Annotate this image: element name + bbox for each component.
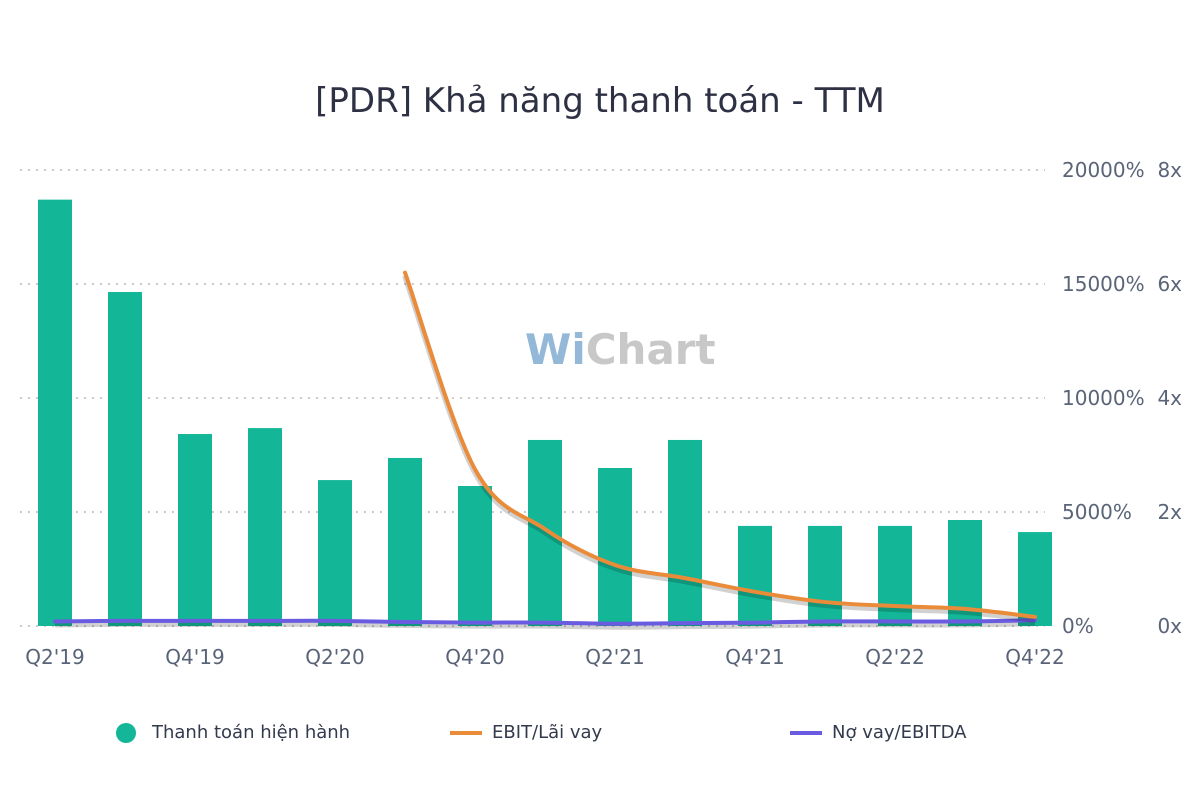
legend-item-debt-ebitda[interactable]: Nợ vay/EBITDA [790, 722, 966, 743]
bar-Q3'19 [108, 291, 142, 626]
legend-label: EBIT/Lãi vay [492, 722, 603, 743]
y-left-tick-label: 15000% [1062, 272, 1145, 296]
x-tick-label: Q4'19 [165, 645, 224, 669]
y-left-tick-label: 10000% [1062, 386, 1145, 410]
x-tick-label: Q2'19 [25, 645, 84, 669]
watermark: WiChart [525, 325, 716, 374]
bar-Q3'21 [668, 439, 702, 626]
legend-item-ebit-interest[interactable]: EBIT/Lãi vay [450, 722, 602, 743]
y-left-tick-label: 20000% [1062, 158, 1145, 182]
legend-line-icon [790, 730, 822, 735]
series-line-debt-ebitda-shadow [54, 620, 1036, 630]
y-right-tick-label: 4x [1157, 386, 1182, 410]
legend-item-current-ratio[interactable]: Thanh toán hiện hành [116, 722, 350, 743]
bar-Q1'20 [248, 428, 282, 626]
series-line-ebit-interest-shadow [402, 274, 1036, 623]
y-right-tick-label: 2x [1157, 500, 1182, 524]
legend-line-icon [450, 730, 482, 735]
x-tick-label: Q2'21 [585, 645, 644, 669]
x-tick-label: Q2'22 [865, 645, 924, 669]
x-tick-label: Q4'20 [445, 645, 504, 669]
legend-label: Nợ vay/EBITDA [832, 722, 967, 743]
bar-Q2'21 [598, 467, 632, 626]
y-right-tick-label: 6x [1157, 272, 1182, 296]
bar-Q2'20 [318, 480, 352, 626]
bar-Q4'19 [178, 434, 212, 626]
bar-Q3'20 [388, 457, 422, 626]
bar-Q1'22 [808, 525, 842, 626]
bar-Q4'22 [1018, 532, 1052, 626]
legend-label: Thanh toán hiện hành [152, 722, 351, 743]
bar-Q2'22 [878, 525, 912, 626]
bar-Q4'20 [458, 486, 492, 626]
y-right-tick-label: 0x [1157, 614, 1182, 638]
series-line-ebit-interest [403, 270, 1037, 619]
y-left-tick-label: 5000% [1062, 500, 1132, 524]
legend-dot-icon [116, 722, 136, 743]
x-tick-label: Q2'20 [305, 645, 364, 669]
y-left-tick-label: 0% [1062, 614, 1094, 638]
bar-Q2'19 [38, 199, 72, 626]
x-tick-label: Q4'22 [1005, 645, 1064, 669]
x-tick-label: Q4'21 [725, 645, 784, 669]
bar-Q1'21 [528, 439, 562, 626]
bar-Q4'21 [738, 525, 772, 626]
y-right-tick-label: 8x [1157, 158, 1182, 182]
chart-title: [PDR] Khả năng thanh toán - TTM [315, 81, 885, 121]
